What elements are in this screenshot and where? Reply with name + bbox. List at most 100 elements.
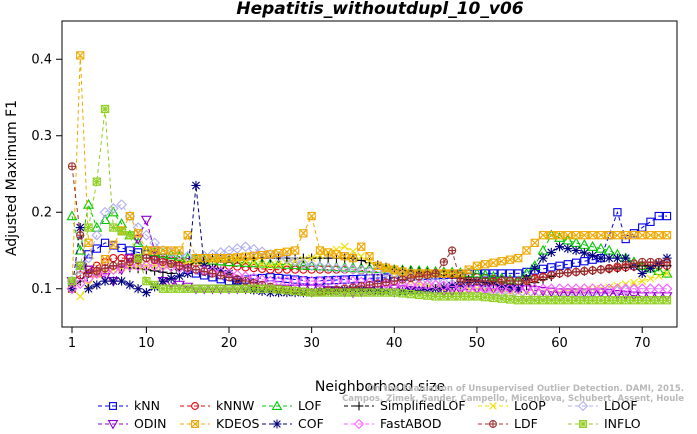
credit-line-1: Campos, Zimek, Sander, Campello, Micenko… [342,394,684,404]
series-marker [241,263,250,272]
series-marker [297,259,309,270]
series-marker [571,267,581,277]
series-marker [654,211,663,221]
series-marker [612,283,623,295]
series-marker [83,284,94,294]
series-marker [290,246,300,255]
series-marker [629,278,638,287]
series-marker [538,253,548,263]
series-marker [530,263,540,273]
series-marker [116,199,127,210]
series-marker [646,274,655,283]
series-marker [653,265,665,276]
series-marker [132,222,144,233]
series-marker [117,243,126,253]
series-marker [646,257,655,267]
series-marker [398,267,407,276]
series-marker [612,253,623,263]
series-marker [150,255,159,265]
series-marker [158,246,168,255]
series-marker [274,265,283,274]
series-marker [282,286,292,295]
series-marker [314,275,326,287]
series-marker [107,203,119,214]
series-marker [530,238,539,247]
y-axis-label: Adjusted Maximum F1 [4,100,20,256]
series-marker [554,283,565,295]
series-marker [406,289,415,299]
series-marker [373,288,382,297]
series-marker [421,274,433,285]
series-marker [324,288,333,297]
series-marker [274,248,283,258]
series-marker [322,261,334,273]
series-marker [571,296,581,305]
x-tick-label: 70 [634,336,651,351]
legend-label: LoOP [514,398,546,413]
series-marker [224,273,234,282]
series-marker [117,227,126,236]
series-marker [274,273,283,283]
series-marker [183,284,192,293]
series-marker [530,275,539,284]
series-marker [306,275,318,287]
series-marker [603,289,615,300]
series-marker [522,296,531,305]
series-marker [75,222,85,233]
series-marker [340,242,349,251]
series-marker [577,400,589,412]
series-marker [488,283,499,295]
series-marker [414,290,424,300]
series-marker [472,261,482,270]
series-marker [175,261,184,270]
series-marker [580,231,589,240]
series-marker [447,269,457,278]
x-axis-label: Neighborhood size [315,379,445,395]
series-marker [570,283,582,295]
series-marker [638,231,647,240]
series-marker [140,260,152,272]
series-marker [100,104,110,114]
series-marker [266,261,275,270]
series-marker [628,283,640,295]
series-marker [571,245,581,256]
series-marker [363,262,376,273]
series-marker [340,252,349,261]
series-marker [646,296,655,305]
series-marker [282,247,292,256]
series-marker [587,240,599,251]
series-marker [240,241,251,253]
series-marker [646,231,655,240]
legend-label: KDEOS [216,416,260,431]
series-marker [596,253,606,263]
series-marker [132,237,144,247]
series-marker [108,276,118,286]
series-marker [537,283,549,295]
series-marker [621,260,630,270]
series-marker [373,261,382,270]
series-marker [638,277,647,286]
series-marker [489,402,497,410]
series-marker [620,283,632,295]
series-marker [323,253,333,263]
series-marker [282,274,292,283]
series-marker [224,254,234,263]
legend-item-fastabod: FastABOD [344,416,442,431]
series-marker [514,254,523,263]
series-marker [158,284,168,293]
series-marker [481,260,490,269]
series-marker [140,229,152,241]
series-marker [638,257,647,267]
series-marker [570,288,582,299]
series-marker [489,293,498,303]
series-marker [356,255,366,266]
series-marker [257,284,267,293]
series-marker [530,296,539,305]
series-marker [142,253,151,263]
series-marker [167,259,176,269]
series-marker [241,252,250,261]
series-marker [223,245,235,256]
series-marker [364,265,375,277]
series-marker [578,283,590,295]
series-marker [464,276,473,286]
